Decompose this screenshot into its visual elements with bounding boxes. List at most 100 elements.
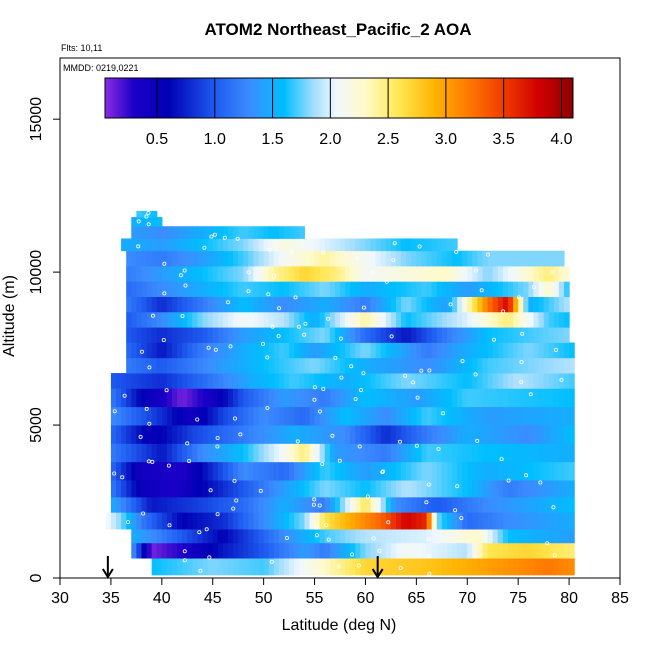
heatmap-cell	[187, 342, 193, 359]
heatmap-cell	[477, 425, 484, 444]
heatmap-cell	[263, 311, 270, 328]
heatmap-cell	[289, 266, 295, 282]
x-tick-label: 85	[611, 590, 629, 607]
heatmap-cell	[334, 542, 341, 559]
heatmap-cell	[319, 281, 326, 297]
sample-point	[246, 270, 251, 275]
heatmap-cell	[518, 357, 524, 374]
heatmap-cell	[457, 425, 463, 444]
sample-point	[213, 347, 218, 352]
heatmap-cell	[411, 443, 417, 463]
heatmap-cell	[116, 373, 122, 389]
heatmap-cell	[299, 373, 305, 389]
heatmap-cell	[278, 281, 285, 297]
heatmap-cell	[375, 542, 382, 559]
heatmap-cell	[548, 357, 555, 374]
heatmap-cell	[472, 558, 479, 576]
heatmap-cell	[543, 480, 550, 498]
heatmap-cell	[151, 542, 158, 559]
heatmap-cell	[329, 529, 336, 544]
heatmap-cell	[233, 373, 239, 389]
heatmap-cell	[538, 406, 545, 426]
heatmap-cell	[258, 480, 265, 498]
heatmap-cell	[263, 512, 270, 530]
sample-point	[424, 500, 429, 505]
heatmap-cell	[334, 250, 341, 267]
heatmap-cell	[182, 558, 188, 576]
heatmap-cell	[538, 357, 545, 374]
heatmap-cell	[421, 238, 428, 252]
heatmap-cell	[380, 512, 387, 530]
heatmap-cell	[156, 529, 163, 544]
heatmap-cell	[309, 406, 316, 426]
heatmap-cell	[406, 357, 412, 374]
heatmap-cell	[126, 443, 132, 463]
heatmap-cell	[131, 406, 137, 426]
heatmap-cell	[350, 496, 356, 513]
heatmap-cell	[177, 311, 183, 328]
heatmap-cell	[441, 443, 448, 463]
heatmap-cell	[492, 311, 499, 328]
heatmap-cell	[385, 266, 392, 282]
heatmap-cell	[131, 357, 137, 374]
heatmap-cell	[314, 281, 321, 297]
heatmap-cell	[396, 443, 402, 463]
heatmap-cell	[212, 266, 219, 282]
heatmap-cell	[421, 342, 428, 359]
sample-point	[312, 397, 317, 402]
heatmap-cell	[207, 226, 214, 239]
heatmap-cell	[233, 512, 239, 530]
heatmap-cell	[564, 558, 570, 576]
heatmap-cell	[528, 266, 535, 282]
heatmap-cell	[151, 226, 158, 239]
heatmap-cell	[146, 406, 153, 426]
heatmap-cell	[136, 425, 143, 444]
heatmap-cells	[105, 210, 575, 576]
heatmap-cell	[253, 238, 260, 252]
heatmap-cell	[197, 226, 204, 239]
heatmap-cell	[390, 388, 397, 408]
heatmap-cell	[141, 342, 148, 359]
heatmap-cell	[564, 357, 570, 374]
heatmap-cell	[472, 311, 479, 328]
heatmap-cell	[202, 311, 209, 328]
heatmap-cell	[370, 357, 377, 374]
heatmap-cell	[156, 342, 163, 359]
heatmap-cell	[518, 443, 524, 463]
heatmap-cell	[340, 373, 346, 389]
heatmap-cell	[472, 480, 479, 498]
heatmap-cell	[243, 480, 249, 498]
heatmap-cell	[446, 425, 453, 444]
heatmap-cell	[436, 542, 443, 559]
heatmap-cell	[233, 406, 239, 426]
heatmap-cell	[477, 443, 484, 463]
heatmap-cell	[401, 357, 407, 374]
heatmap-cell	[558, 281, 565, 297]
heatmap-cell	[390, 357, 397, 374]
heatmap-cell	[538, 388, 545, 408]
heatmap-cell	[202, 342, 209, 359]
heatmap-cell	[426, 311, 433, 328]
heatmap-cell	[146, 496, 153, 513]
heatmap-cell	[289, 512, 295, 530]
heatmap-cell	[564, 327, 570, 343]
heatmap-cell	[528, 357, 535, 374]
heatmap-cell	[380, 425, 387, 444]
heatmap-cell	[141, 496, 148, 513]
sample-point	[460, 359, 465, 364]
heatmap-cell	[136, 406, 143, 426]
heatmap-cell	[355, 512, 361, 530]
heatmap-cell	[421, 512, 428, 530]
heatmap-cell	[161, 357, 168, 374]
heatmap-cell	[141, 327, 148, 343]
sample-point	[312, 385, 317, 390]
heatmap-cell	[472, 266, 479, 282]
heatmap-cell	[166, 327, 173, 343]
heatmap-cell	[492, 558, 499, 576]
sample-point	[350, 552, 355, 557]
heatmap-cell	[228, 266, 234, 282]
heatmap-cell	[340, 512, 346, 530]
heatmap-cell	[156, 512, 163, 530]
heatmap-cell	[462, 327, 468, 343]
heatmap-cell	[273, 281, 280, 297]
